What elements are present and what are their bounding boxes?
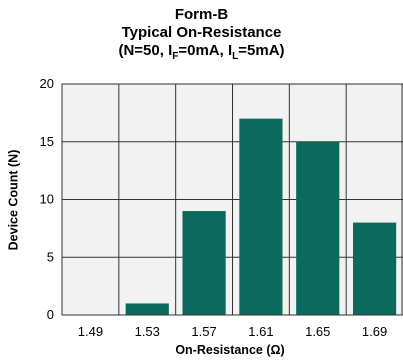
x-tick-label: 1.49	[78, 324, 103, 339]
bar-1.57	[182, 211, 226, 315]
y-tick-label: 0	[47, 307, 54, 322]
title-params-mid: =0mA, I	[178, 42, 233, 59]
title-params-sub-l: L	[232, 51, 239, 62]
bar-1.65	[296, 141, 340, 315]
x-tick-label: 1.57	[191, 324, 216, 339]
chart-title-line-3: (N=50, IF=0mA, IL=5mA)	[0, 42, 403, 66]
bar-1.61	[239, 118, 283, 316]
y-tick-label: 5	[47, 249, 54, 264]
x-tick-labels: 1.49 1.53 1.57 1.61 1.65 1.69	[78, 324, 387, 339]
chart-title-line-1: Form-B	[174, 6, 229, 23]
title-params-suffix: =5mA)	[238, 42, 285, 59]
x-axis-label: On-Resistance (Ω)	[175, 343, 285, 357]
chart-title-line-2: Typical On-Resistance	[121, 24, 282, 41]
bar-1.69	[352, 222, 397, 315]
plot-frame	[61, 83, 403, 316]
title-params-prefix: (N=50, I	[118, 42, 173, 59]
x-tick-label: 1.53	[135, 324, 160, 339]
title-params-sub-f: F	[172, 51, 179, 62]
x-tick-label: 1.61	[248, 324, 273, 339]
bars	[125, 118, 397, 316]
bar-1.53	[125, 303, 169, 315]
x-tick-label: 1.69	[362, 324, 387, 339]
x-tick-label: 1.65	[305, 324, 330, 339]
y-tick-labels: 0 5 10 15 20	[40, 76, 54, 322]
y-axis-label: Device Count (N)	[5, 149, 20, 250]
y-tick-label: 15	[40, 134, 54, 149]
y-tick-label: 10	[40, 192, 54, 207]
y-tick-label: 20	[40, 76, 54, 91]
